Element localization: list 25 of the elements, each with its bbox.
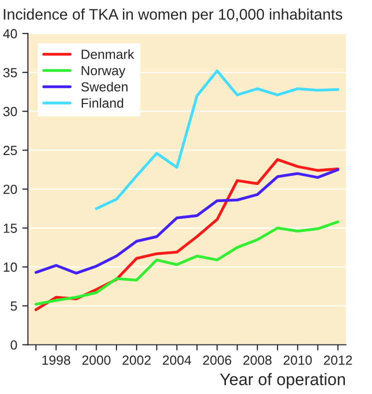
line-series: [34, 168, 340, 275]
x-tick-label: 2012: [324, 356, 352, 365]
legend-label: Denmark: [82, 49, 134, 60]
x-tick-label: 2004: [162, 356, 192, 365]
x-tick-label: 2006: [203, 356, 232, 365]
y-tick-label: 30: [3, 106, 17, 116]
x-tick-label: 2000: [82, 356, 111, 365]
x-tick-label: 1998: [42, 356, 70, 365]
legend-label: Sweden: [81, 82, 128, 92]
legend-label: Norway: [82, 66, 126, 78]
y-tick-label: 35: [3, 68, 17, 78]
chart-title: Incidence of TKA in women per 10,000 inhabitants: [4, 8, 342, 23]
x-tick-label: 2002: [122, 356, 151, 365]
y-tick-label: 5: [10, 302, 17, 311]
y-tick-label: 0: [10, 340, 17, 350]
y-tick-label: 20: [3, 184, 17, 194]
y-tick-label: 40: [3, 29, 17, 38]
legend-label: Finland: [82, 98, 124, 108]
y-tick-label: 15: [4, 224, 17, 233]
x-tick-label: 2010: [284, 356, 312, 365]
y-tick-label: 25: [3, 146, 17, 156]
line-series: [34, 220, 340, 306]
y-tick-label: 10: [4, 262, 17, 272]
x-tick-label: 2008: [243, 356, 272, 365]
x-axis-title: Year of operation: [220, 373, 345, 389]
